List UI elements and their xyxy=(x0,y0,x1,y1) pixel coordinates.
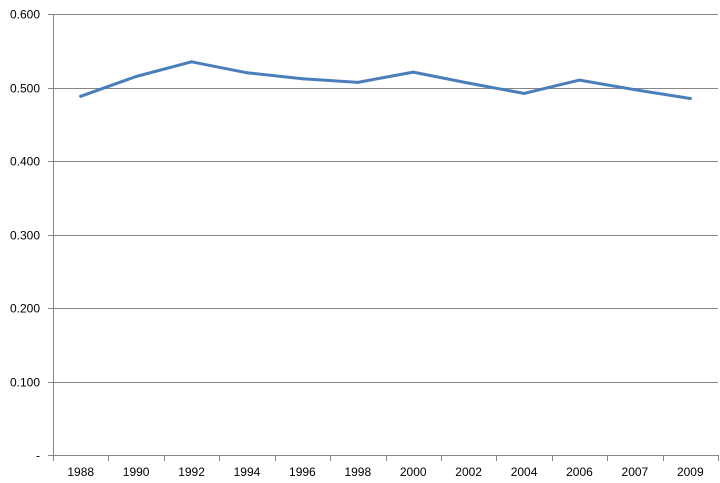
data-point xyxy=(467,81,471,85)
y-tick-label: 0.400 xyxy=(10,155,40,169)
y-tick-label: 0.300 xyxy=(10,229,40,243)
series-line xyxy=(79,60,692,100)
data-point xyxy=(633,88,637,92)
series-lines xyxy=(79,60,692,100)
x-tick-label: 2002 xyxy=(455,465,482,479)
x-tick-label: 1988 xyxy=(67,465,94,479)
y-axis-tick-labels: - 0.100 0.200 0.300 0.400 0.500 0.600 xyxy=(10,8,40,463)
x-tick-label: 2004 xyxy=(511,465,538,479)
data-point xyxy=(522,91,526,95)
y-tick-label: 0.200 xyxy=(10,302,40,316)
data-point xyxy=(356,80,360,84)
x-tick-label: 2000 xyxy=(400,465,427,479)
y-tick-label: 0.100 xyxy=(10,376,40,390)
x-tick-label: 2007 xyxy=(622,465,649,479)
axes xyxy=(48,14,719,461)
gridlines xyxy=(53,14,718,383)
data-point xyxy=(245,71,249,75)
x-tick-label: 1990 xyxy=(123,465,150,479)
data-point xyxy=(578,78,581,82)
data-point xyxy=(134,75,138,78)
x-axis-tick-labels: 1988 1990 1992 1994 1996 1998 2000 2002 2004 2006… xyxy=(67,465,704,479)
x-tick-label: 2006 xyxy=(566,465,593,479)
data-point xyxy=(79,94,83,98)
x-tick-label: 2009 xyxy=(677,465,704,479)
x-tick-label: 1994 xyxy=(234,465,261,479)
data-point xyxy=(688,97,692,100)
x-tick-label: 1998 xyxy=(344,465,371,479)
y-tick-label: - xyxy=(36,449,40,463)
y-tick-label: 0.500 xyxy=(10,82,40,96)
data-point xyxy=(300,77,304,81)
x-tick-label: 1996 xyxy=(289,465,316,479)
x-tick-label: 1992 xyxy=(178,465,205,479)
y-tick-label: 0.600 xyxy=(10,8,40,22)
data-point xyxy=(190,60,193,64)
data-point xyxy=(411,70,415,74)
